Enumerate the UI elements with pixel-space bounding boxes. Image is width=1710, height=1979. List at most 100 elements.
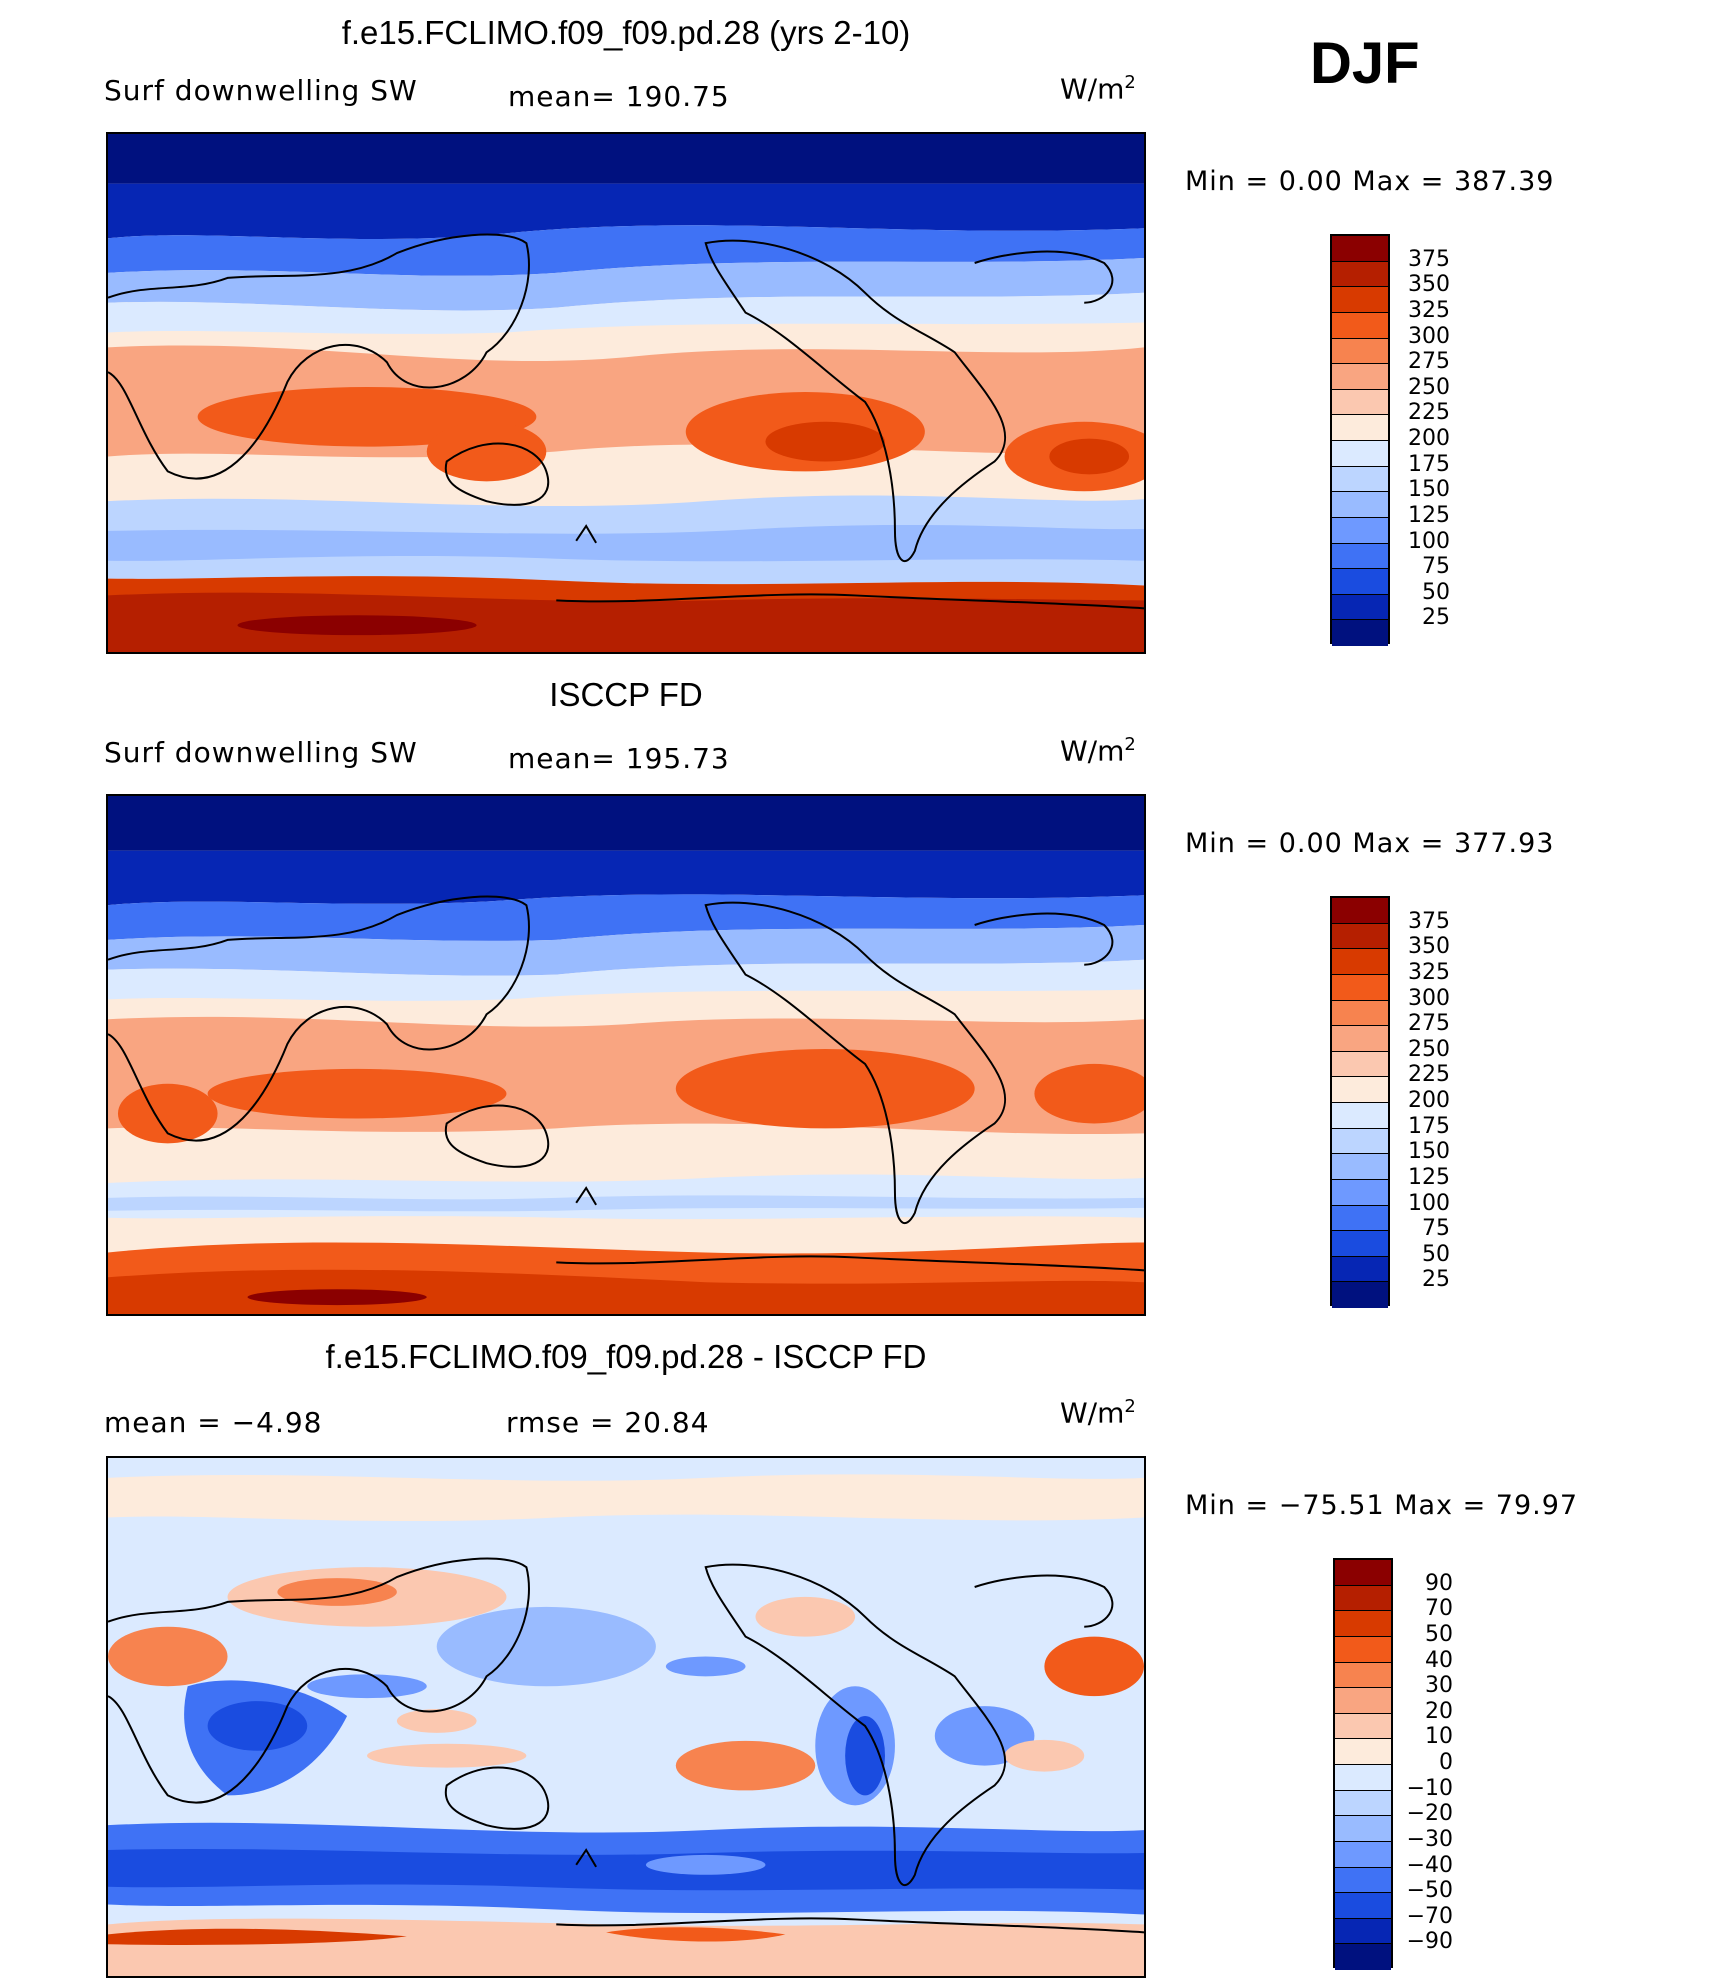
colorbar-tick-label: −50	[1406, 1878, 1453, 1904]
colorbar-swatch	[1332, 287, 1388, 313]
colorbar-tick-label: −20	[1406, 1801, 1453, 1827]
colorbar-tick-label: 50	[1422, 1241, 1450, 1267]
colorbar-tick-label: 250	[1408, 1036, 1450, 1062]
panel-3-mean-label: mean = −4.98	[104, 1406, 323, 1439]
colorbar-tick-label: 375	[1408, 908, 1450, 934]
colorbar-swatch	[1332, 1231, 1388, 1257]
colorbar-tick-label: 300	[1408, 323, 1450, 349]
colorbar-swatch	[1332, 492, 1388, 518]
colorbar-swatch	[1332, 364, 1388, 390]
colorbar-tick-label: 75	[1422, 554, 1450, 580]
colorbar-tick-label: 150	[1408, 477, 1450, 503]
panel-1-title: f.e15.FCLIMO.f09_f09.pd.28 (yrs 2-10)	[341, 14, 911, 51]
season-label: DJF	[1310, 31, 1420, 96]
panel-2-colorbar	[1330, 896, 1390, 1308]
colorbar-tick-label: 225	[1408, 1062, 1450, 1088]
colorbar-tick-label: 350	[1408, 934, 1450, 960]
colorbar-swatch	[1332, 517, 1388, 544]
colorbar-swatch	[1332, 1051, 1388, 1078]
colorbar-swatch	[1335, 1662, 1391, 1689]
colorbar-tick-label: 175	[1408, 1113, 1450, 1139]
colorbar-swatch	[1335, 1765, 1391, 1791]
colorbar-swatch	[1332, 338, 1388, 365]
colorbar-swatch	[1335, 1739, 1391, 1765]
colorbar-tick-label: 100	[1408, 528, 1450, 554]
colorbar-tick-label: 275	[1408, 1011, 1450, 1037]
colorbar-swatch	[1335, 1816, 1391, 1842]
colorbar-swatch	[1332, 441, 1388, 467]
panel-2-variable-label: Surf downwelling SW	[104, 736, 418, 769]
colorbar-tick-label: −10	[1406, 1775, 1453, 1801]
colorbar-tick-label: −70	[1406, 1903, 1453, 1929]
colorbar-swatch	[1332, 312, 1388, 339]
colorbar-tick-label: 200	[1408, 426, 1450, 451]
colorbar-swatch	[1335, 1790, 1391, 1817]
colorbar-swatch	[1332, 1026, 1388, 1052]
colorbar-tick-label: −90	[1406, 1929, 1453, 1955]
panel-1-min-max: Min = 0.00 Max = 387.39	[1185, 166, 1555, 197]
colorbar-tick-label: 25	[1422, 605, 1450, 631]
panel-1-colorbar	[1330, 234, 1390, 646]
colorbar-tick-label: 225	[1408, 400, 1450, 426]
colorbar-tick-label: 0	[1439, 1750, 1453, 1775]
colorbar-swatch	[1335, 1713, 1391, 1740]
panel-3-colorbar	[1333, 1558, 1393, 1970]
colorbar-tick-label: 20	[1425, 1698, 1453, 1724]
colorbar-swatch	[1332, 1154, 1388, 1180]
colorbar-tick-label: 325	[1408, 297, 1450, 323]
colorbar-swatch	[1335, 1944, 1391, 1970]
colorbar-swatch	[1335, 1611, 1391, 1637]
panel-3-rmse-label: rmse = 20.84	[506, 1406, 710, 1439]
colorbar-tick-label: 125	[1408, 1164, 1450, 1190]
colorbar-swatch	[1332, 898, 1388, 924]
panel-2-map	[106, 794, 1146, 1316]
colorbar-tick-label: 30	[1425, 1673, 1453, 1699]
panel-3-units: W/m2	[1060, 1396, 1136, 1430]
colorbar-swatch	[1332, 389, 1388, 416]
colorbar-tick-label: 125	[1408, 502, 1450, 528]
colorbar-swatch	[1335, 1867, 1391, 1894]
colorbar-swatch	[1332, 1077, 1388, 1103]
colorbar-swatch	[1332, 415, 1388, 441]
panel-1-mean-label: mean= 190.75	[508, 80, 730, 113]
panel-2-min-max: Min = 0.00 Max = 377.93	[1185, 828, 1555, 859]
colorbar-tick-label: 200	[1408, 1088, 1450, 1113]
panel-3-map	[106, 1456, 1146, 1978]
colorbar-swatch	[1332, 261, 1388, 288]
colorbar-swatch	[1332, 1179, 1388, 1206]
colorbar-tick-label: 50	[1422, 579, 1450, 605]
colorbar-swatch	[1335, 1841, 1391, 1868]
colorbar-tick-label: 150	[1408, 1139, 1450, 1165]
colorbar-tick-label: −40	[1406, 1852, 1453, 1878]
colorbar-tick-label: 375	[1408, 246, 1450, 272]
colorbar-swatch	[1335, 1560, 1391, 1586]
colorbar-tick-label: 350	[1408, 272, 1450, 298]
panel-3-title: f.e15.FCLIMO.f09_f09.pd.28 - ISCCP FD	[325, 1338, 927, 1375]
panel-3-min-max: Min = −75.51 Max = 79.97	[1185, 1490, 1579, 1521]
colorbar-tick-label: 275	[1408, 349, 1450, 375]
colorbar-tick-label: 300	[1408, 985, 1450, 1011]
colorbar-swatch	[1335, 1636, 1391, 1663]
colorbar-tick-label: 50	[1425, 1621, 1453, 1647]
colorbar-swatch	[1332, 1128, 1388, 1155]
colorbar-tick-label: 325	[1408, 959, 1450, 985]
panel-1-map	[106, 132, 1146, 654]
panel-2-title: ISCCP FD	[549, 676, 703, 713]
panel-2-units: W/m2	[1060, 734, 1136, 768]
colorbar-swatch	[1332, 594, 1388, 621]
colorbar-swatch	[1332, 1000, 1388, 1027]
colorbar-swatch	[1332, 466, 1388, 493]
colorbar-swatch	[1332, 1103, 1388, 1129]
colorbar-swatch	[1332, 620, 1388, 646]
colorbar-tick-label: 175	[1408, 451, 1450, 477]
colorbar-swatch	[1332, 1205, 1388, 1232]
colorbar-tick-label: −30	[1406, 1826, 1453, 1852]
colorbar-swatch	[1332, 236, 1388, 262]
colorbar-swatch	[1335, 1688, 1391, 1714]
colorbar-swatch	[1335, 1585, 1391, 1612]
colorbar-swatch	[1335, 1893, 1391, 1919]
colorbar-swatch	[1332, 949, 1388, 975]
colorbar-tick-label: 25	[1422, 1267, 1450, 1293]
colorbar-swatch	[1332, 543, 1388, 570]
colorbar-tick-label: 10	[1425, 1724, 1453, 1750]
